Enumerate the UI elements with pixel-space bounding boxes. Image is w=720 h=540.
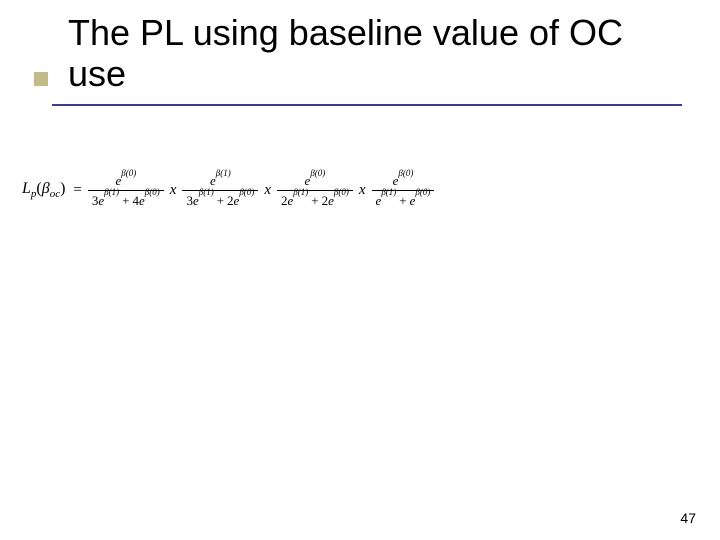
exp-term: 4eβ(0) <box>133 193 160 208</box>
multiply-x: x <box>168 182 179 199</box>
exp-term: eβ(1) <box>376 193 397 208</box>
exp-term: 3eβ(1) <box>92 193 119 208</box>
exp-term: 3eβ(1) <box>186 193 213 208</box>
beta-arg: 0 <box>341 187 346 197</box>
fraction-2-den: 3eβ(1)+2eβ(0) <box>182 190 258 209</box>
slide: The PL using baseline value of OC use Lp… <box>0 0 720 540</box>
title-underline <box>52 104 682 106</box>
rparen: ) <box>60 180 65 197</box>
fraction-2: eβ(1) 3eβ(1)+2eβ(0) <box>182 172 258 209</box>
beta-arg: 1 <box>389 187 394 197</box>
plus-sign: + <box>214 193 227 208</box>
slide-title: The PL using baseline value of OC use <box>68 12 690 95</box>
beta-arg: 0 <box>423 187 428 197</box>
fraction-1: eβ(0) 3eβ(1)+4eβ(0) <box>88 172 164 209</box>
plus-sign: + <box>119 193 132 208</box>
beta-arg: 0 <box>152 187 157 197</box>
exp-term: eβ(0) <box>410 193 431 208</box>
beta-arg: 1 <box>112 187 117 197</box>
plus-sign: + <box>396 193 409 208</box>
bullet-square-icon <box>34 72 48 86</box>
beta-arg: 0 <box>318 168 323 178</box>
equation: Lp(βoc) = eβ(0) 3eβ(1)+4eβ(0) x eβ(1) 3e… <box>22 172 698 209</box>
fraction-4-den: eβ(1)+eβ(0) <box>372 190 435 209</box>
equation-lhs: Lp(βoc) <box>22 180 67 200</box>
beta-arg: 0 <box>247 187 252 197</box>
equals-sign: = <box>71 182 83 199</box>
lhs-func: L <box>22 180 31 197</box>
beta-arg: 1 <box>223 168 228 178</box>
beta-arg: 1 <box>301 187 306 197</box>
multiply-x: x <box>357 182 368 199</box>
page-number: 47 <box>680 510 696 526</box>
beta-arg: 0 <box>406 168 411 178</box>
fraction-4: eβ(0) eβ(1)+eβ(0) <box>372 172 435 209</box>
lhs-beta: β <box>42 180 50 197</box>
exp-term: 2eβ(0) <box>227 193 254 208</box>
exp-term: 2eβ(1) <box>281 193 308 208</box>
beta-arg: 0 <box>129 168 134 178</box>
fraction-3: eβ(0) 2eβ(1)+2eβ(0) <box>277 172 353 209</box>
beta-arg: 1 <box>206 187 211 197</box>
fraction-3-den: 2eβ(1)+2eβ(0) <box>277 190 353 209</box>
exp-term: 2eβ(0) <box>322 193 349 208</box>
fraction-1-den: 3eβ(1)+4eβ(0) <box>88 190 164 209</box>
lhs-beta-sub: oc <box>50 189 60 201</box>
plus-sign: + <box>308 193 321 208</box>
multiply-x: x <box>262 182 273 199</box>
title-block: The PL using baseline value of OC use <box>0 12 720 103</box>
